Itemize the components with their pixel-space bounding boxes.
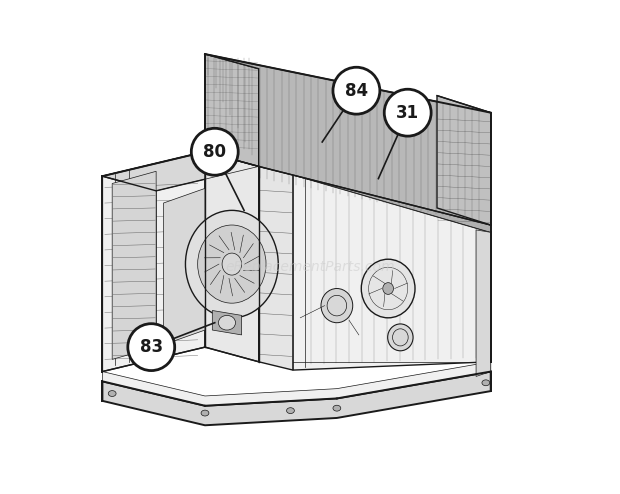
Ellipse shape bbox=[108, 391, 116, 397]
Ellipse shape bbox=[185, 210, 278, 318]
Ellipse shape bbox=[388, 324, 413, 351]
Circle shape bbox=[128, 324, 175, 370]
Ellipse shape bbox=[198, 225, 266, 303]
Polygon shape bbox=[212, 311, 242, 335]
Polygon shape bbox=[293, 175, 490, 370]
Text: 31: 31 bbox=[396, 104, 419, 122]
Text: 83: 83 bbox=[140, 338, 163, 356]
Ellipse shape bbox=[482, 380, 490, 386]
Polygon shape bbox=[259, 166, 293, 370]
Ellipse shape bbox=[333, 405, 341, 411]
Polygon shape bbox=[293, 167, 490, 232]
Polygon shape bbox=[205, 152, 259, 362]
Ellipse shape bbox=[286, 408, 294, 413]
Polygon shape bbox=[112, 171, 156, 359]
Circle shape bbox=[192, 128, 238, 175]
Polygon shape bbox=[205, 54, 490, 225]
Polygon shape bbox=[164, 188, 205, 345]
Polygon shape bbox=[102, 152, 259, 191]
Polygon shape bbox=[437, 95, 490, 225]
Polygon shape bbox=[205, 54, 259, 166]
Ellipse shape bbox=[222, 253, 242, 275]
Ellipse shape bbox=[383, 283, 394, 294]
Ellipse shape bbox=[361, 259, 415, 318]
Circle shape bbox=[384, 89, 431, 136]
Ellipse shape bbox=[321, 288, 353, 323]
Ellipse shape bbox=[218, 315, 236, 330]
Polygon shape bbox=[102, 152, 205, 371]
Text: eReplacementParts.com: eReplacementParts.com bbox=[225, 259, 395, 274]
Ellipse shape bbox=[392, 329, 408, 346]
Text: 84: 84 bbox=[345, 82, 368, 100]
Circle shape bbox=[333, 67, 380, 114]
Polygon shape bbox=[102, 371, 490, 425]
Text: 80: 80 bbox=[203, 143, 226, 161]
Polygon shape bbox=[102, 362, 490, 406]
Polygon shape bbox=[476, 230, 490, 376]
Ellipse shape bbox=[327, 295, 347, 316]
Ellipse shape bbox=[201, 410, 209, 416]
